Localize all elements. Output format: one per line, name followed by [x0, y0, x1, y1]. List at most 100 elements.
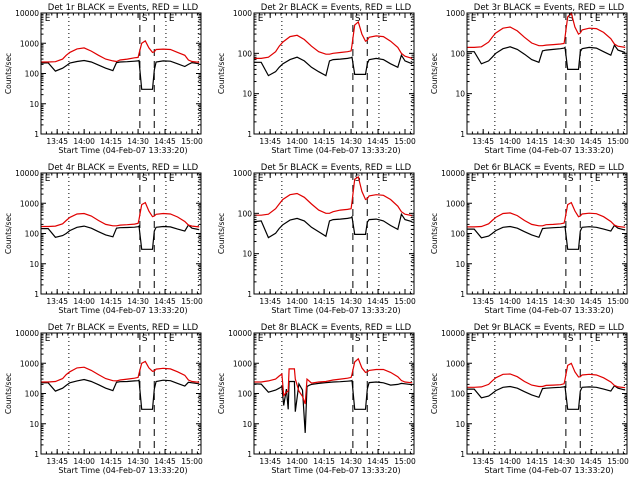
- events-series-line: [41, 224, 200, 250]
- x-tick-label: 15:00: [607, 137, 629, 146]
- event-marker-label: E: [258, 334, 264, 344]
- x-tick-label: 15:00: [394, 297, 416, 306]
- y-tick-label: 1000: [446, 359, 465, 368]
- y-tick-label: 1000: [20, 199, 39, 208]
- event-marker-label: S: [568, 334, 574, 344]
- events-series-line: [254, 53, 413, 77]
- lld-series-line: [254, 175, 413, 217]
- x-tick-label: 13:45: [472, 297, 494, 306]
- y-tick-label: 10: [455, 260, 465, 269]
- events-series-line: [253, 379, 413, 433]
- plot-frame: [466, 172, 628, 295]
- x-tick-label: 14:45: [367, 137, 389, 146]
- y-tick-label: 1000: [446, 199, 465, 208]
- events-series-line: [467, 224, 626, 250]
- event-marker-label: E: [382, 174, 388, 184]
- x-tick-label: 14:30: [340, 137, 362, 146]
- y-tick-label: 10: [29, 420, 39, 429]
- y-tick-label: 10000: [15, 329, 39, 338]
- y-axis-title: Counts/sec: [430, 373, 439, 414]
- y-tick-label: 1: [460, 290, 465, 299]
- x-tick-label: 14:45: [154, 457, 176, 466]
- event-marker-label: E: [258, 174, 264, 184]
- x-tick-label: 14:30: [127, 137, 149, 146]
- y-tick-label: 10: [242, 90, 252, 99]
- lld-series-line: [467, 11, 626, 48]
- events-series-line: [40, 59, 200, 90]
- plot-frame: [253, 172, 415, 295]
- x-axis-title: Start Time (04-Feb-07 13:33:20): [484, 466, 613, 475]
- event-marker-label: E: [595, 14, 601, 24]
- x-tick-label: 13:45: [46, 137, 68, 146]
- y-tick-label: 10000: [441, 329, 465, 338]
- event-marker-label: E: [471, 174, 477, 184]
- x-tick-label: 14:00: [73, 457, 95, 466]
- y-tick-label: 1: [34, 130, 39, 139]
- x-axis-title: Start Time (04-Feb-07 13:33:20): [58, 306, 187, 315]
- event-marker-label: S: [142, 14, 148, 24]
- y-tick-label: 1: [247, 450, 252, 459]
- x-tick-label: 14:45: [580, 297, 602, 306]
- y-tick-label: 1000: [233, 169, 252, 178]
- y-tick-label: 1: [34, 450, 39, 459]
- plot-frame: [253, 12, 415, 135]
- y-axis-title: Counts/sec: [217, 213, 226, 254]
- event-marker-label: E: [45, 334, 51, 344]
- event-marker-label: S: [142, 174, 148, 184]
- y-tick-label: 100: [451, 390, 466, 399]
- x-tick-label: 14:15: [526, 137, 548, 146]
- x-tick-label: 14:30: [553, 137, 575, 146]
- events-series-line: [253, 212, 413, 239]
- x-tick-label: 15:00: [607, 297, 629, 306]
- x-tick-label: 13:45: [259, 457, 281, 466]
- panel-title: Det 3r BLACK = Events, RED = LLD: [474, 3, 625, 13]
- x-tick-label: 13:45: [472, 137, 494, 146]
- panel-title: Det 6r BLACK = Events, RED = LLD: [474, 163, 625, 173]
- y-tick-label: 1: [247, 290, 252, 299]
- y-tick-label: 1000: [233, 9, 252, 18]
- lld-series-line: [254, 20, 413, 59]
- x-axis-title: Start Time (04-Feb-07 13:33:20): [271, 146, 400, 155]
- y-axis-title: Counts/sec: [430, 213, 439, 254]
- y-tick-label: 10: [29, 260, 39, 269]
- lld-series-line: [254, 357, 413, 405]
- lld-series-line: [41, 201, 200, 228]
- x-tick-label: 14:15: [100, 297, 122, 306]
- plot-frame: [466, 332, 628, 455]
- x-tick-label: 14:45: [580, 137, 602, 146]
- lld-series-line: [41, 40, 200, 63]
- x-tick-label: 14:30: [553, 297, 575, 306]
- panel-title: Det 8r BLACK = Events, RED = LLD: [261, 323, 412, 333]
- y-tick-label: 1000: [233, 359, 252, 368]
- panel-title: Det 4r BLACK = Events, RED = LLD: [48, 163, 199, 173]
- x-tick-label: 14:00: [73, 297, 95, 306]
- x-axis-title: Start Time (04-Feb-07 13:33:20): [271, 306, 400, 315]
- event-marker-label: E: [169, 334, 175, 344]
- y-tick-label: 100: [238, 49, 253, 58]
- y-tick-label: 100: [451, 230, 466, 239]
- x-tick-label: 14:45: [154, 297, 176, 306]
- x-tick-label: 14:30: [127, 457, 149, 466]
- y-tick-label: 100: [25, 70, 40, 79]
- x-tick-label: 15:00: [181, 137, 203, 146]
- panel-title: Det 5r BLACK = Events, RED = LLD: [261, 163, 412, 173]
- x-tick-label: 14:00: [499, 457, 521, 466]
- y-tick-label: 10000: [228, 329, 252, 338]
- x-tick-label: 15:00: [181, 297, 203, 306]
- panel-title: Det 1r BLACK = Events, RED = LLD: [48, 3, 199, 13]
- y-tick-label: 100: [25, 230, 40, 239]
- y-tick-label: 10: [242, 250, 252, 259]
- x-tick-label: 14:30: [553, 457, 575, 466]
- y-tick-label: 10: [29, 100, 39, 109]
- y-tick-label: 1: [247, 130, 252, 139]
- x-tick-label: 14:30: [340, 457, 362, 466]
- y-axis-title: Counts/sec: [217, 373, 226, 414]
- y-tick-label: 10000: [15, 169, 39, 178]
- y-tick-label: 1000: [20, 39, 39, 48]
- y-tick-label: 100: [25, 390, 40, 399]
